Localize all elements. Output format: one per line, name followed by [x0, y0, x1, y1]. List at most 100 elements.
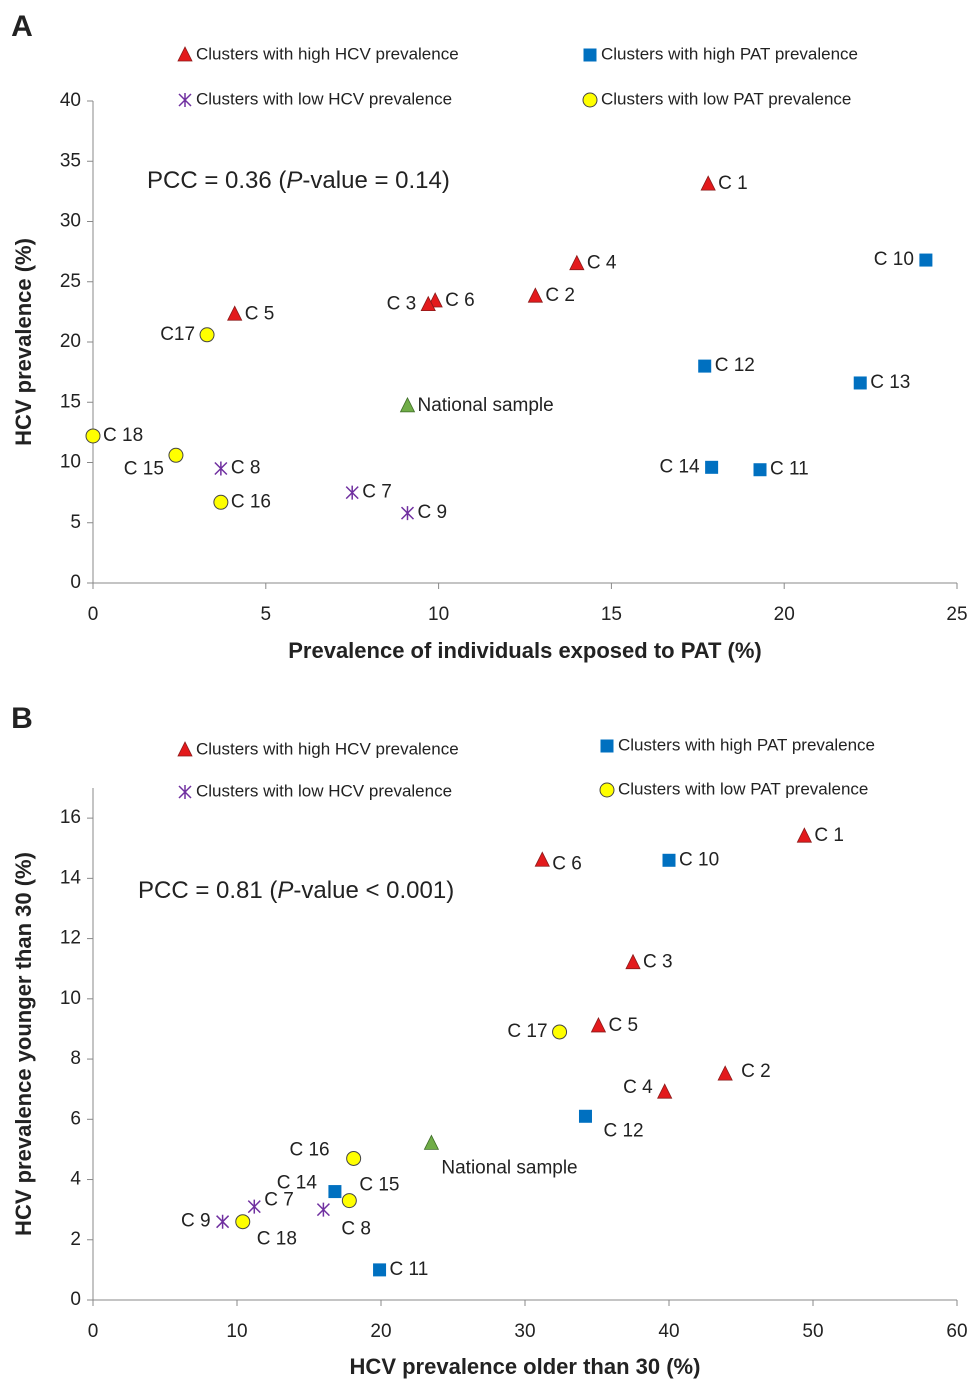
- point: [527, 287, 544, 303]
- point: [213, 494, 229, 510]
- point-label: C 1: [718, 173, 748, 194]
- x-tick-label: 5: [261, 604, 272, 625]
- point-label: C 2: [545, 285, 575, 306]
- point: [400, 506, 415, 521]
- point-label: C 11: [390, 1259, 429, 1280]
- point-label: C 8: [231, 458, 261, 479]
- point-label: C 8: [341, 1219, 371, 1240]
- point: [346, 1150, 362, 1166]
- y-tick-label: 16: [60, 807, 81, 828]
- point: [216, 1214, 230, 1229]
- x-tick-label: 20: [370, 1321, 391, 1342]
- annotation-text: -value = 0.14): [302, 167, 449, 194]
- point-label: C 16: [231, 491, 271, 512]
- x-tick-label: 20: [774, 604, 795, 625]
- reference-label: National sample: [441, 1157, 577, 1178]
- point-label: C 6: [445, 290, 475, 311]
- point: [552, 1024, 568, 1040]
- point: [227, 305, 243, 321]
- point-label: C 18: [257, 1229, 297, 1250]
- y-tick-label: 0: [70, 1289, 81, 1310]
- point: [753, 463, 767, 477]
- legend-marker: [582, 92, 598, 108]
- point-label: C 12: [715, 355, 755, 376]
- y-tick-label: 4: [70, 1169, 81, 1190]
- point-label: C 6: [552, 853, 582, 874]
- point: [247, 1199, 261, 1214]
- point: [700, 175, 716, 191]
- y-tick-label: 10: [60, 452, 81, 473]
- x-tick-label: 10: [226, 1321, 247, 1342]
- point-label: C 15: [124, 458, 164, 479]
- y-tick-label: 0: [70, 572, 81, 593]
- point: [853, 376, 867, 390]
- panel-label: B: [11, 702, 33, 735]
- legend-label: Clusters with low PAT prevalence: [618, 779, 868, 798]
- y-tick-label: 6: [70, 1108, 81, 1129]
- legend-label: Clusters with high PAT prevalence: [601, 44, 858, 63]
- x-tick-label: 15: [601, 604, 622, 625]
- point-label: C 16: [289, 1139, 329, 1160]
- point-label: C 11: [770, 459, 809, 480]
- point-label: C 14: [659, 456, 700, 477]
- legend-label: Clusters with high HCV prevalence: [196, 44, 459, 63]
- point: [657, 1083, 673, 1099]
- point: [399, 396, 416, 413]
- x-tick-label: 60: [946, 1321, 967, 1342]
- x-tick-label: 30: [514, 1321, 535, 1342]
- y-tick-label: 30: [60, 211, 81, 232]
- legend-marker: [600, 739, 614, 753]
- point: [235, 1214, 251, 1230]
- point: [420, 295, 436, 312]
- x-tick-label: 25: [946, 604, 967, 625]
- reference-label: National sample: [417, 395, 553, 416]
- y-tick-label: 40: [60, 90, 81, 111]
- point: [796, 827, 813, 843]
- point-label: C 10: [679, 849, 719, 870]
- legend-marker: [177, 741, 193, 757]
- x-tick-label: 0: [88, 1321, 99, 1342]
- legend-label: Clusters with low HCV prevalence: [196, 781, 452, 800]
- point: [341, 1193, 357, 1209]
- point: [625, 953, 641, 970]
- x-tick-label: 40: [658, 1321, 679, 1342]
- point-label: C 1: [814, 825, 844, 846]
- y-tick-label: 35: [60, 150, 81, 171]
- annotation-text: PCC = 0.36 (: [147, 167, 286, 194]
- x-tick-label: 10: [428, 604, 449, 625]
- point-label: C 5: [245, 303, 275, 324]
- y-tick-label: 14: [60, 867, 82, 888]
- point-label: C 15: [359, 1175, 399, 1196]
- point: [85, 428, 101, 444]
- annotation-text: -value < 0.001): [293, 877, 454, 904]
- annotation-text: P: [286, 167, 302, 194]
- x-axis-label: Prevalence of individuals exposed to PAT…: [288, 638, 762, 663]
- point-label: C 12: [603, 1120, 643, 1141]
- point: [717, 1065, 733, 1081]
- point: [199, 327, 215, 343]
- point-label: C 5: [608, 1015, 638, 1036]
- point: [705, 460, 719, 474]
- point-label: C 7: [362, 482, 392, 503]
- annotation: PCC = 0.36 (P-value = 0.14): [147, 167, 450, 194]
- point: [919, 253, 933, 267]
- point-label: C 2: [741, 1061, 771, 1082]
- point-label: C 9: [181, 1211, 211, 1232]
- legend-marker: [177, 46, 193, 62]
- point-label: C 3: [387, 294, 417, 315]
- point: [662, 853, 676, 867]
- y-tick-label: 12: [60, 928, 81, 949]
- y-tick-label: 8: [70, 1048, 81, 1069]
- y-tick-label: 2: [70, 1229, 81, 1250]
- point: [345, 485, 359, 500]
- point-label: C 9: [417, 502, 447, 523]
- point-label: C 18: [103, 425, 143, 446]
- legend-marker: [599, 782, 615, 798]
- y-tick-label: 5: [70, 512, 81, 533]
- panel-label: A: [11, 10, 33, 43]
- x-tick-label: 0: [88, 604, 99, 625]
- legend-label: Clusters with high HCV prevalence: [196, 739, 459, 758]
- annotation: PCC = 0.81 (P-value < 0.001): [138, 877, 454, 904]
- point: [698, 359, 712, 373]
